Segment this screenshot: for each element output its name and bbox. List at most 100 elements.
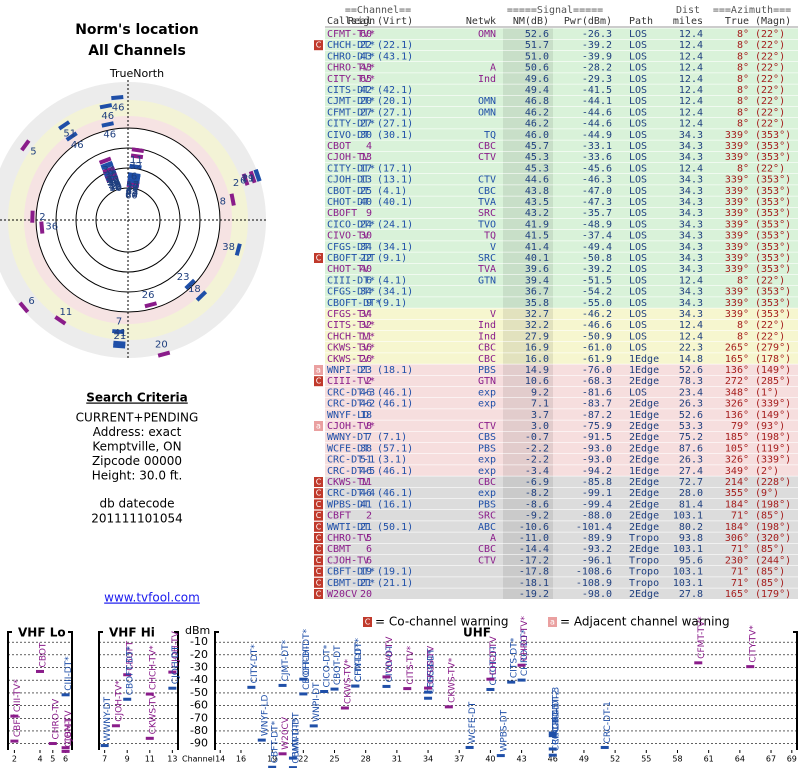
table-cell: -39.2 (582, 40, 612, 51)
table-cell: Ind (478, 74, 496, 85)
spectrum-bar (10, 740, 18, 743)
table-cell: (353°) (755, 208, 791, 219)
spectrum-bar (310, 724, 318, 727)
table-cell: 20 (360, 589, 372, 600)
table-cell: 36 (360, 343, 372, 354)
spectrum-bar (101, 744, 109, 747)
table-cell: 9 (366, 298, 372, 309)
radar-label: 36 (45, 222, 58, 233)
table-cell: 43 (360, 51, 372, 62)
table-cell: -19.2 (519, 589, 549, 600)
table-cell: (2°) (755, 466, 779, 477)
spectrum-bar (146, 737, 154, 740)
table-cell: 27.4 (679, 466, 703, 477)
table-cell: (1°) (755, 387, 779, 398)
table-cell: A (490, 533, 496, 544)
table-cell: LOS (629, 163, 647, 174)
spectrum-label: CITS-TV* (406, 645, 416, 684)
table-cell: -50.9 (582, 331, 612, 342)
table-cell: 20 (360, 96, 372, 107)
spectrum-bar (62, 750, 70, 753)
spectrum-label: CRC-DT-1 (603, 701, 613, 743)
table-cell: 34.3 (679, 197, 703, 208)
table-cell: 13 (360, 175, 372, 186)
table-cell: -61.0 (582, 343, 612, 354)
spectrum-label: CBFT (13, 714, 23, 737)
table-cell: 349° (725, 466, 749, 477)
table-cell: 8° (737, 320, 749, 331)
table-cell: 12.4 (679, 163, 703, 174)
table-cell: 28.0 (679, 488, 703, 499)
table-cell: LOS (629, 175, 647, 186)
table-cell: -35.7 (582, 208, 612, 219)
table-header: NM(dB) (513, 16, 549, 27)
table-cell: 34.3 (679, 264, 703, 275)
table-cell: -46.6 (582, 320, 612, 331)
radar-label: 46 (71, 140, 84, 151)
table-cell: 30 (360, 130, 372, 141)
table-cell: 34.3 (679, 186, 703, 197)
table-cell: -28.2 (582, 63, 612, 74)
table-cell: -45.6 (582, 163, 612, 174)
spectrum-label: CJOH-DT (171, 645, 181, 684)
table-cell: (22°) (755, 85, 785, 96)
table-cell: -17.8 (519, 567, 549, 578)
table-cell: 78.3 (679, 376, 703, 387)
table-cell: TQ (484, 231, 496, 242)
warning-letter: C (316, 41, 322, 50)
spectrum-label: CHRO-TV* (520, 616, 530, 662)
table-cell: -108.9 (576, 578, 612, 589)
table-cell: 34.3 (679, 175, 703, 186)
table-cell: (353°) (755, 287, 791, 298)
radar-mark (232, 194, 234, 206)
table-cell: 18 (360, 410, 372, 421)
table-cell: 7.1 (531, 399, 549, 410)
table-cell: 339° (725, 130, 749, 141)
table-cell: Tropo (629, 578, 659, 589)
table-cell: -61.9 (582, 354, 612, 365)
table-cell: (19.1) (377, 567, 413, 578)
spectrum-bar (486, 678, 494, 681)
table-cell: -51.5 (582, 275, 612, 286)
table-group-header: Dist (676, 5, 700, 16)
table-cell: 46.2 (525, 119, 549, 130)
table-cell: 24 (360, 219, 372, 230)
table-cell: LOS (629, 264, 647, 275)
table-cell: CBOFT (327, 208, 357, 219)
warning-letter: C (316, 590, 322, 599)
spectrum-bar (382, 685, 390, 688)
db-code: 201111101054 (91, 512, 183, 526)
site-link[interactable]: www.tvfool.com (104, 591, 200, 605)
warning-letter: C (316, 478, 322, 487)
table-cell: (46.1) (377, 466, 413, 477)
table-cell: LOS (629, 231, 647, 242)
table-cell: 12.4 (679, 96, 703, 107)
radar-mark (132, 149, 144, 151)
table-cell: -75.9 (582, 421, 612, 432)
table-cell: Tropo (629, 533, 659, 544)
table-cell: (353°) (755, 130, 791, 141)
table-cell: 81.4 (679, 499, 703, 510)
spectrum-bar (497, 754, 505, 757)
radar-label: 11 (60, 307, 73, 318)
radar-label: 34 (102, 165, 115, 176)
table-group-header: ==Channel== (345, 5, 411, 16)
table-cell: 42 (360, 85, 372, 96)
spectrum-label: CBMT-DT* (291, 718, 301, 764)
table-cell: LOS (629, 119, 647, 130)
x-tick-label: 13 (167, 755, 177, 764)
spectrum-label: CBOFT-DT* (126, 645, 136, 695)
table-cell: -29.3 (582, 74, 612, 85)
table-cell: GTN (478, 376, 496, 387)
table-cell: 185° (725, 432, 749, 443)
table-row (325, 73, 798, 84)
table-cell: -39.9 (582, 51, 612, 62)
radar-label: 20 (155, 339, 168, 350)
criteria-line: Zipcode 00000 (92, 454, 182, 468)
table-cell: 52.6 (525, 29, 549, 40)
table-cell: (85°) (755, 544, 785, 555)
warning-letter: C (316, 254, 322, 263)
table-cell: CBC (478, 186, 496, 197)
db-label: db datecode (99, 497, 174, 511)
